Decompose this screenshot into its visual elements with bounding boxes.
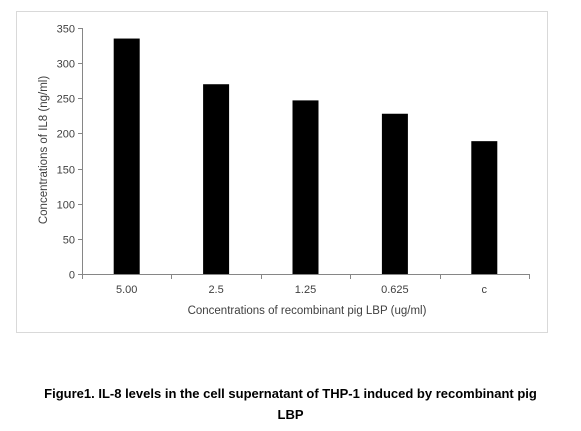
bar-2.5 bbox=[203, 84, 230, 274]
x-tick-label: 1.25 bbox=[295, 284, 316, 296]
x-tick-label: 5.00 bbox=[116, 284, 137, 296]
x-axis-title: Concentrations of recombinant pig LBP (u… bbox=[188, 305, 427, 317]
y-tick-label: 100 bbox=[57, 200, 75, 212]
x-tick-label: 2.5 bbox=[208, 284, 223, 296]
y-axis-ticks: 0 50 100 150 200 250 300 350 bbox=[57, 24, 82, 282]
y-tick-label: 150 bbox=[57, 165, 75, 177]
y-tick-label: 350 bbox=[57, 24, 75, 36]
bar-1.25 bbox=[292, 100, 319, 274]
bar-0.625 bbox=[381, 113, 408, 275]
y-tick-label: 0 bbox=[69, 270, 75, 282]
bar-c bbox=[471, 141, 498, 274]
x-axis-ticks: 5.00 2.5 1.25 0.625 c bbox=[82, 274, 530, 296]
y-tick-label: 50 bbox=[63, 235, 75, 247]
x-tick-label: c bbox=[482, 284, 488, 296]
y-axis-title: Concentrations of IL8 (ng/ml) bbox=[38, 76, 50, 224]
bar-5.00 bbox=[113, 38, 140, 274]
y-tick-label: 300 bbox=[57, 59, 75, 71]
x-tick-label: 0.625 bbox=[381, 284, 409, 296]
bars bbox=[113, 38, 498, 275]
figure-caption: Figure1. IL-8 levels in the cell superna… bbox=[0, 383, 581, 425]
caption-line-1: Figure1. IL-8 levels in the cell superna… bbox=[44, 386, 537, 401]
y-tick-label: 250 bbox=[57, 94, 75, 106]
caption-line-2: LBP bbox=[277, 407, 304, 422]
chart-area bbox=[16, 11, 548, 333]
y-tick-label: 200 bbox=[57, 129, 75, 141]
